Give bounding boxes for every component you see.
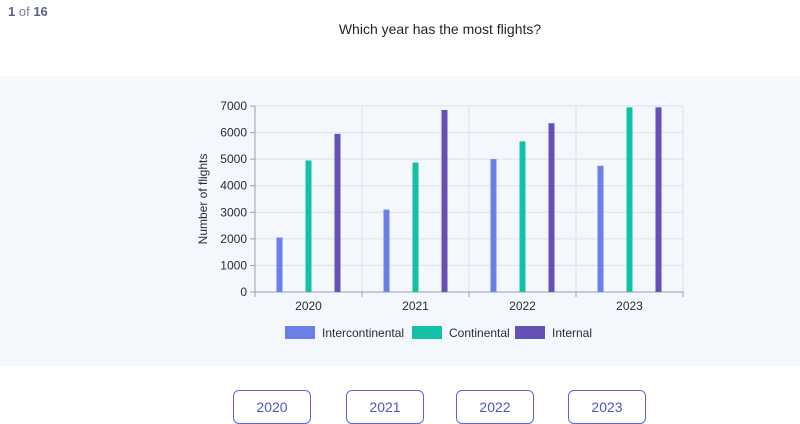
y-tick-label: 1000 (220, 258, 247, 272)
legend-swatch-intercontinental (285, 326, 315, 339)
bar-continental-2022 (519, 141, 526, 292)
x-tick-label: 2022 (509, 299, 536, 313)
answer-choices: 2020 2021 2022 2023 (0, 390, 800, 424)
bar-continental-2023 (626, 107, 633, 292)
legend-label: Intercontinental (322, 326, 404, 340)
grouped-bar-chart: 0 1000 2000 3000 4000 5000 6000 7000 2020 2021 202… (196, 99, 684, 340)
answer-button-2023[interactable]: 2023 (568, 390, 646, 424)
current-question-number: 1 (8, 4, 16, 19)
bar-continental-2020 (305, 160, 312, 292)
bar-intercontinental-2023 (597, 165, 604, 292)
bar-intercontinental-2022 (490, 159, 497, 292)
y-tick-label: 4000 (220, 179, 247, 193)
question-counter: 1 of 16 (8, 4, 48, 19)
y-tick-label: 5000 (220, 152, 247, 166)
bar-intercontinental-2021 (383, 209, 390, 292)
y-tick-label: 2000 (220, 232, 247, 246)
x-tick-label: 2023 (616, 299, 643, 313)
total-questions-number: 16 (33, 4, 48, 19)
legend-swatch-continental (412, 326, 442, 339)
bar-internal-2020 (334, 133, 341, 292)
bar-internal-2023 (655, 107, 662, 292)
y-tick-label: 3000 (220, 205, 247, 219)
answer-button-2021[interactable]: 2021 (346, 390, 424, 424)
x-tick-label: 2020 (295, 299, 322, 313)
legend-swatch-internal (515, 326, 545, 339)
bar-intercontinental-2020 (276, 237, 283, 292)
bar-internal-2021 (441, 109, 448, 292)
y-axis-label: Number of flights (196, 154, 210, 245)
answer-button-2020[interactable]: 2020 (233, 390, 311, 424)
y-tick-label: 7000 (220, 99, 247, 113)
question-text: Which year has the most flights? (338, 21, 542, 37)
legend-label: Continental (449, 326, 510, 340)
counter-of-label: of (18, 4, 30, 19)
answer-button-2022[interactable]: 2022 (456, 390, 534, 424)
chart-panel: 0 1000 2000 3000 4000 5000 6000 7000 2020 2021 202… (0, 76, 800, 366)
bar-continental-2021 (412, 162, 419, 292)
legend-label: Internal (552, 326, 592, 340)
y-tick-label: 6000 (220, 126, 247, 140)
x-tick-label: 2021 (402, 299, 429, 313)
y-tick-label: 0 (240, 285, 247, 299)
bar-internal-2022 (548, 123, 555, 292)
